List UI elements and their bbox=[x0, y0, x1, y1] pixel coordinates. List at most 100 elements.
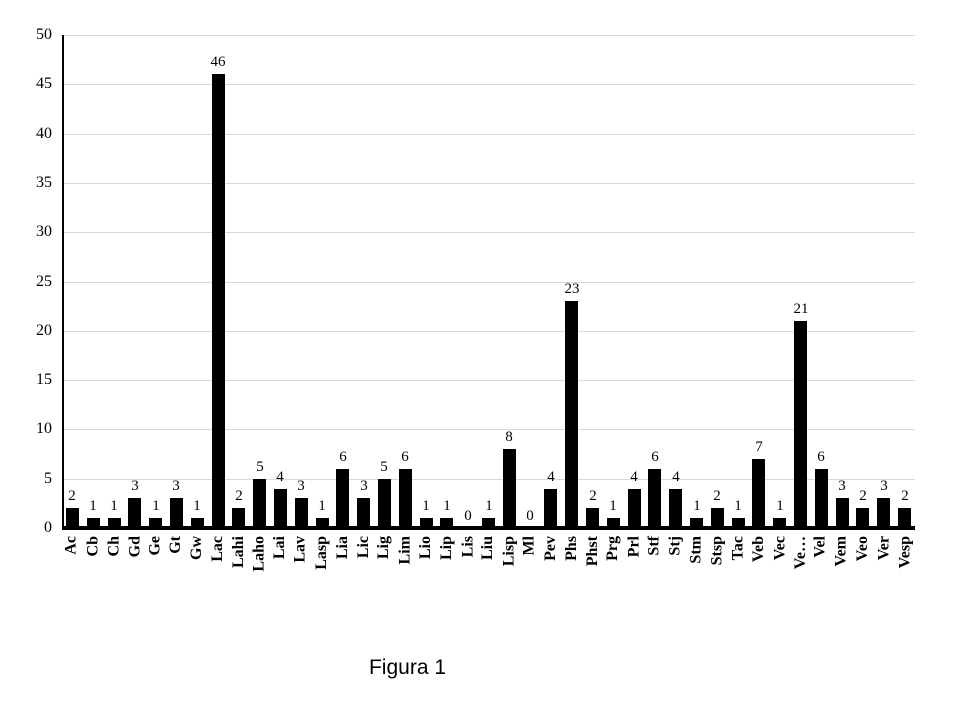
bar bbox=[544, 489, 557, 528]
gridline bbox=[62, 232, 915, 233]
bar bbox=[108, 518, 121, 528]
bar-value-label: 3 bbox=[838, 478, 846, 494]
bar-value-label: 2 bbox=[713, 488, 721, 504]
x-axis-label: Veb bbox=[750, 536, 767, 563]
bar-value-label: 1 bbox=[89, 498, 97, 514]
y-axis-tick-label: 10 bbox=[36, 420, 52, 437]
x-axis-label: Lai bbox=[271, 536, 288, 560]
x-axis-label: Lis bbox=[459, 536, 476, 558]
bar bbox=[66, 508, 79, 528]
bar bbox=[440, 518, 453, 528]
x-axis-label: Lio bbox=[417, 536, 434, 560]
x-axis-label: Ml bbox=[521, 536, 538, 556]
x-axis-label: Stj bbox=[667, 536, 684, 556]
bar-value-label: 2 bbox=[68, 488, 76, 504]
gridline bbox=[62, 282, 915, 283]
bar bbox=[711, 508, 724, 528]
bar-value-label: 6 bbox=[339, 449, 347, 465]
x-axis-label: Ch bbox=[105, 536, 122, 557]
x-axis-label: Gd bbox=[126, 536, 143, 558]
x-axis-label: Stf bbox=[646, 536, 663, 556]
x-axis-label: Lim bbox=[396, 536, 413, 565]
bar bbox=[253, 479, 266, 528]
bar-value-label: 6 bbox=[817, 449, 825, 465]
bar-value-label: 4 bbox=[276, 469, 284, 485]
x-axis-label: Gw bbox=[188, 536, 205, 560]
bar bbox=[648, 469, 661, 528]
x-axis-label: Stsp bbox=[708, 536, 725, 566]
bar bbox=[856, 508, 869, 528]
bar bbox=[503, 449, 516, 528]
bar-value-label: 4 bbox=[672, 469, 680, 485]
bar-value-label: 5 bbox=[380, 459, 388, 475]
x-axis-label: Ge bbox=[147, 536, 164, 556]
bar-value-label: 1 bbox=[110, 498, 118, 514]
x-axis-label: Lac bbox=[209, 536, 226, 562]
gridline bbox=[62, 479, 915, 480]
bar bbox=[170, 498, 183, 528]
bar-value-label: 3 bbox=[297, 478, 305, 494]
bar bbox=[836, 498, 849, 528]
figure-caption: Figura 1 bbox=[368, 656, 447, 679]
x-axis-label: Tac bbox=[729, 536, 746, 561]
bar-value-label: 2 bbox=[235, 488, 243, 504]
bar-value-label: 4 bbox=[547, 469, 555, 485]
y-axis-tick-label: 40 bbox=[36, 125, 52, 142]
gridline bbox=[62, 429, 915, 430]
x-axis-label: Laho bbox=[251, 536, 268, 572]
bar bbox=[420, 518, 433, 528]
x-axis-label: Vel bbox=[812, 536, 829, 558]
x-axis-label: Lisp bbox=[500, 536, 517, 567]
bar bbox=[274, 489, 287, 528]
x-axis-label: Pev bbox=[542, 536, 559, 561]
x-axis-label: Veo bbox=[854, 536, 871, 562]
x-axis-label: Lahi bbox=[230, 536, 247, 569]
bar bbox=[565, 301, 578, 528]
bar-value-label: 1 bbox=[152, 498, 160, 514]
x-axis-line bbox=[62, 526, 915, 530]
x-axis-label: Ve… bbox=[792, 536, 809, 570]
bar-value-label: 1 bbox=[734, 498, 742, 514]
bar bbox=[752, 459, 765, 528]
bar-value-label: 1 bbox=[443, 498, 451, 514]
bar bbox=[794, 321, 807, 528]
y-axis-tick-label: 35 bbox=[36, 174, 52, 191]
gridline bbox=[62, 331, 915, 332]
bar-value-label: 3 bbox=[131, 478, 139, 494]
x-axis-label: Stm bbox=[688, 536, 705, 564]
gridline bbox=[62, 35, 915, 36]
bar bbox=[732, 518, 745, 528]
y-axis-line bbox=[62, 35, 64, 528]
bar-value-label: 2 bbox=[901, 488, 909, 504]
bar-value-label: 3 bbox=[880, 478, 888, 494]
bar-value-label: 6 bbox=[401, 449, 409, 465]
bar bbox=[482, 518, 495, 528]
x-axis-label: Vesp bbox=[896, 536, 913, 569]
bar bbox=[212, 74, 225, 528]
x-axis-label: Ver bbox=[875, 536, 892, 561]
x-axis-label: Prg bbox=[604, 536, 621, 561]
x-axis-label: Phst bbox=[584, 536, 601, 567]
bar-value-label: 1 bbox=[485, 498, 493, 514]
x-axis-label: Phs bbox=[563, 536, 580, 561]
x-axis-label: Lia bbox=[334, 536, 351, 560]
x-axis-label: Lip bbox=[438, 536, 455, 561]
bar-value-label: 23 bbox=[564, 281, 580, 297]
bar-value-label: 1 bbox=[193, 498, 201, 514]
y-axis-tick-label: 45 bbox=[36, 75, 52, 92]
gridline bbox=[62, 183, 915, 184]
bar-value-label: 2 bbox=[859, 488, 867, 504]
x-axis-label: Ac bbox=[63, 536, 80, 555]
bar bbox=[586, 508, 599, 528]
x-axis-label: Gt bbox=[167, 536, 184, 554]
y-axis-tick-label: 50 bbox=[36, 26, 52, 43]
bar bbox=[149, 518, 162, 528]
bar-value-label: 7 bbox=[755, 439, 763, 455]
bar bbox=[295, 498, 308, 528]
bar-value-label: 1 bbox=[693, 498, 701, 514]
bar-value-label: 8 bbox=[505, 429, 513, 445]
bar bbox=[128, 498, 141, 528]
y-axis-tick-label: 0 bbox=[44, 519, 52, 536]
y-axis-tick-label: 20 bbox=[36, 322, 52, 339]
y-axis-tick-label: 5 bbox=[44, 470, 52, 487]
